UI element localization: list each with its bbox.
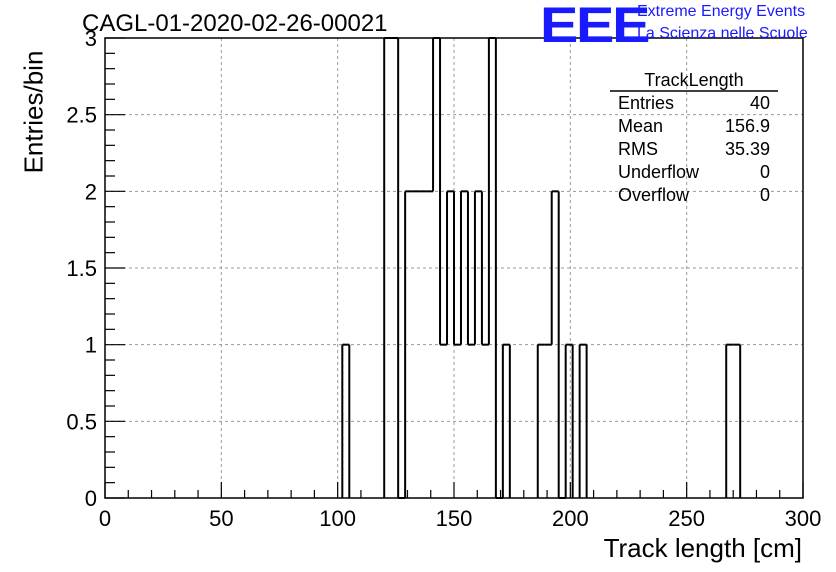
x-tick-label: 0 <box>99 506 111 531</box>
stats-box-title: TrackLength <box>644 70 744 90</box>
x-tick-label: 250 <box>668 506 705 531</box>
histogram-outline <box>341 37 742 499</box>
y-tick-label: 2 <box>85 179 97 204</box>
x-tick-label: 100 <box>319 506 356 531</box>
x-axis-label: Track length [cm] <box>603 533 802 563</box>
eee-logo: EEE <box>540 0 650 53</box>
x-axis: 0 50 100 150 200 250 300 <box>99 482 821 531</box>
chart-title: CAGL-01-2020-02-26-00021 <box>82 10 388 37</box>
logo-line-1: Extreme Energy Events <box>637 3 806 20</box>
y-tick-label: 0 <box>85 486 97 511</box>
x-tick-label: 150 <box>436 506 473 531</box>
y-tick-label: 2.5 <box>66 103 97 128</box>
x-tick-label: 300 <box>785 506 822 531</box>
y-axis: 0 0.5 1 1.5 2 2.5 3 <box>66 26 125 511</box>
logo-line-2: La Scienza nelle Scuole <box>637 25 808 42</box>
y-tick-label: 3 <box>85 26 97 51</box>
x-tick-label: 50 <box>209 506 233 531</box>
x-tick-label: 200 <box>552 506 589 531</box>
y-tick-label: 1.5 <box>66 256 97 281</box>
y-tick-label: 0.5 <box>66 409 97 434</box>
y-tick-label: 1 <box>85 333 97 358</box>
